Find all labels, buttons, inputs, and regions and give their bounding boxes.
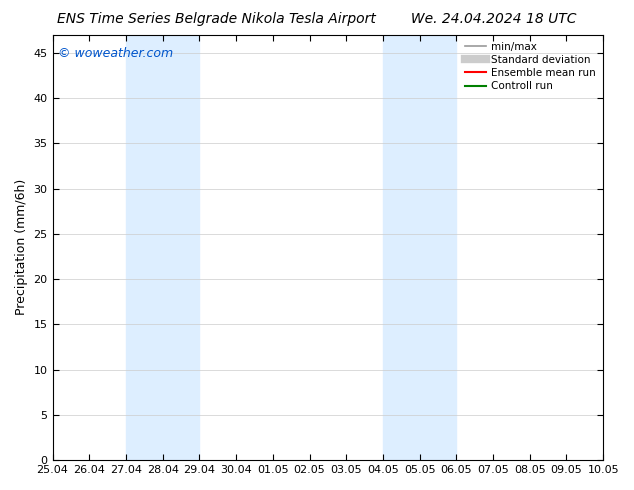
Bar [163,35,199,460]
Text: ENS Time Series Belgrade Nikola Tesla Airport        We. 24.04.2024 18 UTC: ENS Time Series Belgrade Nikola Tesla Ai… [57,12,577,26]
Bar [383,35,420,460]
Legend: min/max, Standard deviation, Ensemble mean run, Controll run: min/max, Standard deviation, Ensemble me… [463,40,598,94]
Bar [420,35,456,460]
Text: © woweather.com: © woweather.com [58,48,173,60]
Bar [126,35,163,460]
Y-axis label: Precipitation (mm/6h): Precipitation (mm/6h) [15,179,28,316]
